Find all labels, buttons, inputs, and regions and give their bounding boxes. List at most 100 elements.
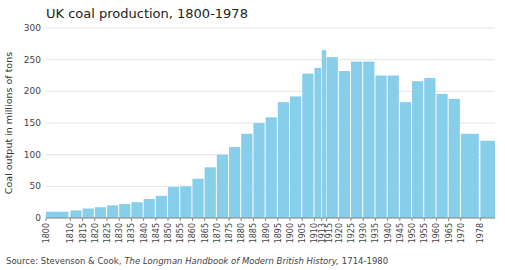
- y-axis-label: Coal output in millions of tons: [3, 52, 14, 194]
- x-tick: [480, 218, 481, 221]
- bar: [302, 74, 313, 218]
- x-tick-label: 1820: [91, 223, 100, 243]
- x-tick-label: 1830: [115, 223, 124, 243]
- y-tick-label: 150: [24, 118, 41, 128]
- x-tick: [375, 218, 376, 221]
- x-tick-label: 1810: [66, 223, 75, 243]
- x-tick-label: 1885: [249, 223, 258, 243]
- source-part: The Longman Handbook of Modern British H…: [124, 256, 338, 266]
- bar: [314, 68, 321, 218]
- bar: [144, 199, 155, 218]
- bar: [46, 212, 68, 218]
- x-tick: [82, 218, 83, 221]
- bar: [192, 179, 203, 218]
- bar: [449, 99, 460, 218]
- bars: [46, 50, 495, 218]
- x-tick-label: 1845: [152, 223, 161, 243]
- bar: [400, 102, 411, 218]
- y-tick-label: 100: [24, 150, 41, 160]
- x-tick-label: 1945: [396, 223, 405, 243]
- y-tick-label: 250: [24, 55, 41, 65]
- bar: [290, 96, 301, 218]
- x-tick: [412, 218, 413, 221]
- x-tick: [107, 218, 108, 221]
- x-tick: [302, 218, 303, 221]
- bar: [461, 134, 479, 218]
- x-tick-label: 1850: [164, 223, 173, 243]
- bar: [205, 167, 216, 218]
- bar: [339, 71, 350, 218]
- x-tick-label: 1935: [371, 223, 380, 243]
- bar: [278, 102, 289, 218]
- x-tick-label: 1815: [79, 223, 88, 243]
- x-tick: [241, 218, 242, 221]
- x-tick: [216, 218, 217, 221]
- x-tick: [168, 218, 169, 221]
- x-tick: [363, 218, 364, 221]
- x-tick-label: 1895: [274, 223, 283, 243]
- x-tick: [338, 218, 339, 221]
- x-tick: [351, 218, 352, 221]
- x-axis-line: [46, 218, 495, 219]
- x-tick-label: 1855: [176, 223, 185, 243]
- y-tick-label: 300: [24, 23, 41, 33]
- x-tick-label: 1978: [476, 223, 485, 243]
- bar: [107, 205, 118, 218]
- x-tick-label: 1875: [225, 223, 234, 243]
- x-tick: [70, 218, 71, 221]
- x-tick-label: 1920: [335, 223, 344, 243]
- x-tick: [448, 218, 449, 221]
- x-tick-label: 1880: [237, 223, 246, 243]
- y-tick-label: 200: [24, 86, 41, 96]
- bar: [217, 155, 228, 218]
- x-tick-label: 1960: [432, 223, 441, 243]
- x-tick: [46, 218, 47, 221]
- x-tick-label: 1925: [347, 223, 356, 243]
- bar: [388, 76, 399, 219]
- y-tick-label: 50: [30, 181, 42, 191]
- bar: [253, 123, 264, 218]
- bar: [70, 210, 81, 218]
- bar: [322, 50, 326, 218]
- x-tick-label: 1840: [140, 223, 149, 243]
- x-tick: [321, 218, 322, 221]
- bar: [351, 62, 362, 218]
- title: UK coal production, 1800-1978: [46, 6, 248, 21]
- source-part: 1714-1980: [342, 256, 388, 266]
- x-tick-label: 1800: [42, 223, 51, 243]
- grid-line: [46, 218, 495, 219]
- bar: [119, 204, 130, 218]
- chart: 0501001502002503001800181018151820182518…: [0, 0, 505, 270]
- bar: [168, 187, 179, 218]
- x-tick-label: 1940: [384, 223, 393, 243]
- x-tick-label: 1915: [325, 223, 334, 243]
- bar: [327, 57, 338, 218]
- x-tick: [424, 218, 425, 221]
- grid-line: [46, 28, 495, 29]
- bar: [241, 134, 252, 218]
- x-tick-label: 1965: [445, 223, 454, 243]
- x-tick: [253, 218, 254, 221]
- y-tick-label: 0: [35, 213, 41, 223]
- bar: [156, 196, 167, 218]
- x-tick-label: 1905: [298, 223, 307, 243]
- bar: [131, 202, 142, 218]
- x-tick-label: 1970: [457, 223, 466, 243]
- x-tick-label: 1955: [420, 223, 429, 243]
- x-tick: [387, 218, 388, 221]
- x-tick: [265, 218, 266, 221]
- x-tick: [94, 218, 95, 221]
- x-tick: [326, 218, 327, 221]
- x-tick: [229, 218, 230, 221]
- x-tick: [399, 218, 400, 221]
- bar: [436, 94, 447, 218]
- bar: [95, 207, 106, 218]
- x-tick-label: 1860: [188, 223, 197, 243]
- x-tick: [131, 218, 132, 221]
- bar: [412, 81, 423, 218]
- x-tick-label: 1890: [262, 223, 271, 243]
- source-part: Source: Stevenson & Cook,: [6, 256, 121, 266]
- x-tick: [277, 218, 278, 221]
- bar: [266, 117, 277, 218]
- x-tick-label: 1835: [127, 223, 136, 243]
